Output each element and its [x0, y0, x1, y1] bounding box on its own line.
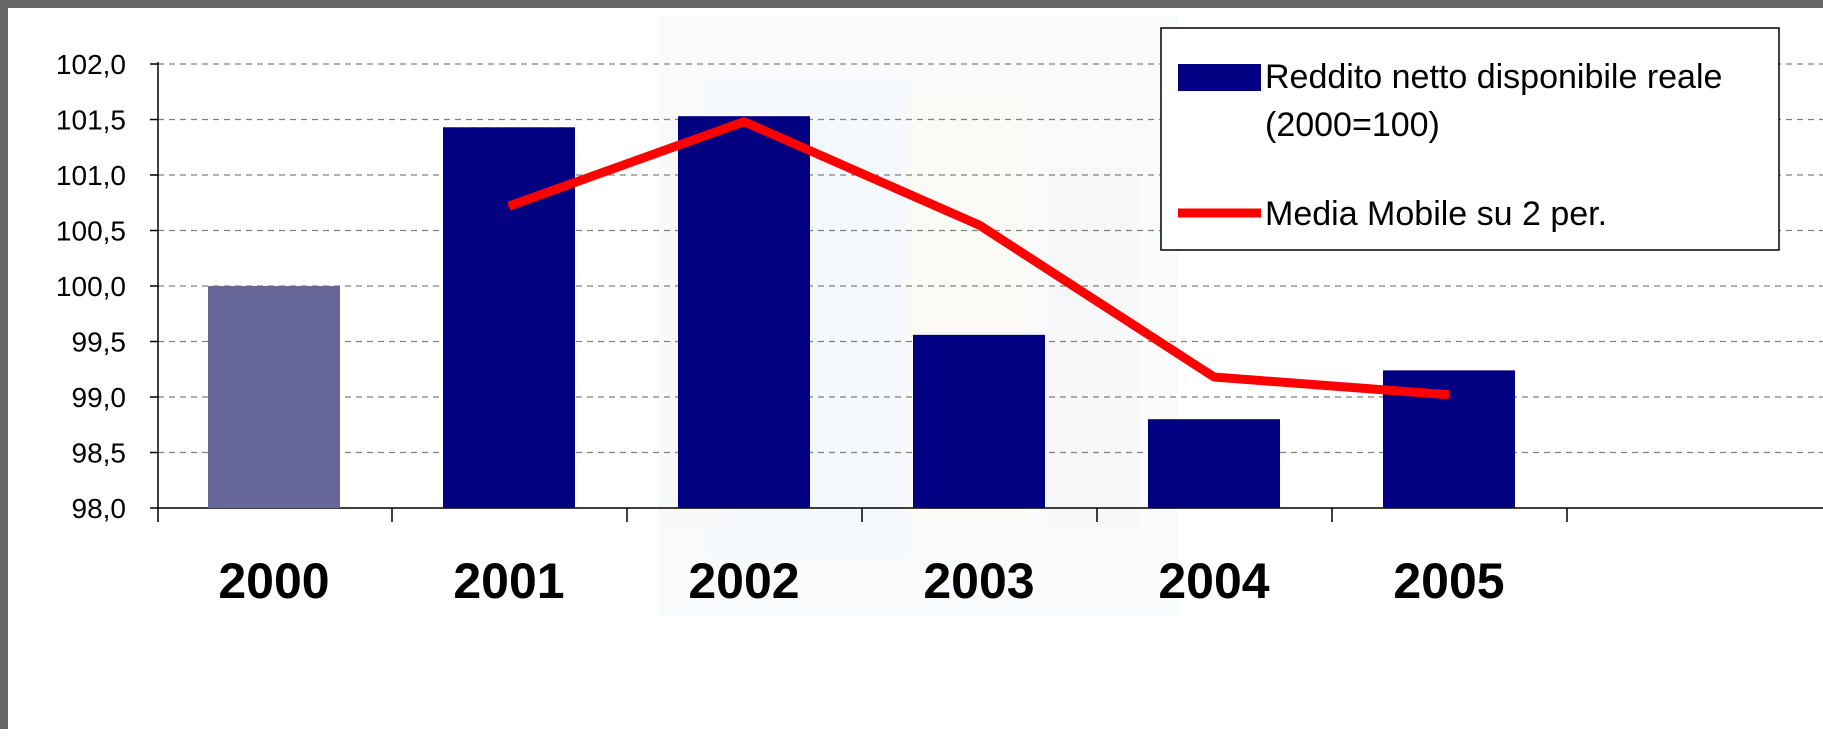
y-tick-label: 100,0	[56, 271, 126, 302]
y-tick-label: 101,5	[56, 105, 126, 136]
y-tick-label: 101,0	[56, 160, 126, 191]
line-point	[743, 120, 745, 123]
y-tick-label: 98,5	[72, 438, 127, 469]
x-tick-label: 2002	[688, 553, 799, 609]
y-tick-label: 99,5	[72, 327, 127, 358]
bar	[913, 334, 1045, 508]
legend-label-bar: (2000=100)	[1265, 106, 1440, 144]
x-tick-label: 2003	[923, 553, 1034, 609]
y-tick-label: 100,5	[56, 216, 126, 247]
bar-line-chart: 102,0 101,5 101,0 100,5 100,0 99,5 99,0 98,5 98,…	[56, 16, 1823, 616]
line-point	[1448, 393, 1450, 396]
bar	[443, 127, 575, 509]
y-tick-label: 98,0	[72, 493, 127, 524]
legend-label-line: Media Mobile su 2 per.	[1265, 195, 1607, 233]
line-series	[507, 117, 1450, 400]
bar	[678, 116, 810, 509]
legend: Reddito netto disponibile reale (2000=100…	[1160, 27, 1780, 251]
line-point	[1213, 376, 1215, 379]
legend-swatch-bar	[1178, 64, 1261, 91]
legend-box	[1160, 27, 1780, 251]
y-tick-label: 99,0	[72, 382, 127, 413]
bar-series	[208, 116, 1515, 509]
y-tick-label: 102,0	[56, 49, 126, 80]
x-tick-labels: 2000 2001 2002 2003 2004 2005	[218, 553, 1504, 609]
x-tick-label: 2001	[453, 553, 564, 609]
x-tick-label: 2000	[218, 553, 329, 609]
line-point	[508, 205, 510, 208]
line-point	[978, 223, 980, 226]
bar	[208, 286, 340, 508]
x-tick-label: 2004	[1158, 553, 1269, 609]
legend-label-bar: Reddito netto disponibile reale	[1265, 58, 1722, 96]
y-tick-labels: 102,0 101,5 101,0 100,5 100,0 99,5 99,0 98,5 98,…	[56, 49, 126, 524]
bar	[1148, 419, 1280, 508]
x-tick-label: 2005	[1393, 553, 1504, 609]
